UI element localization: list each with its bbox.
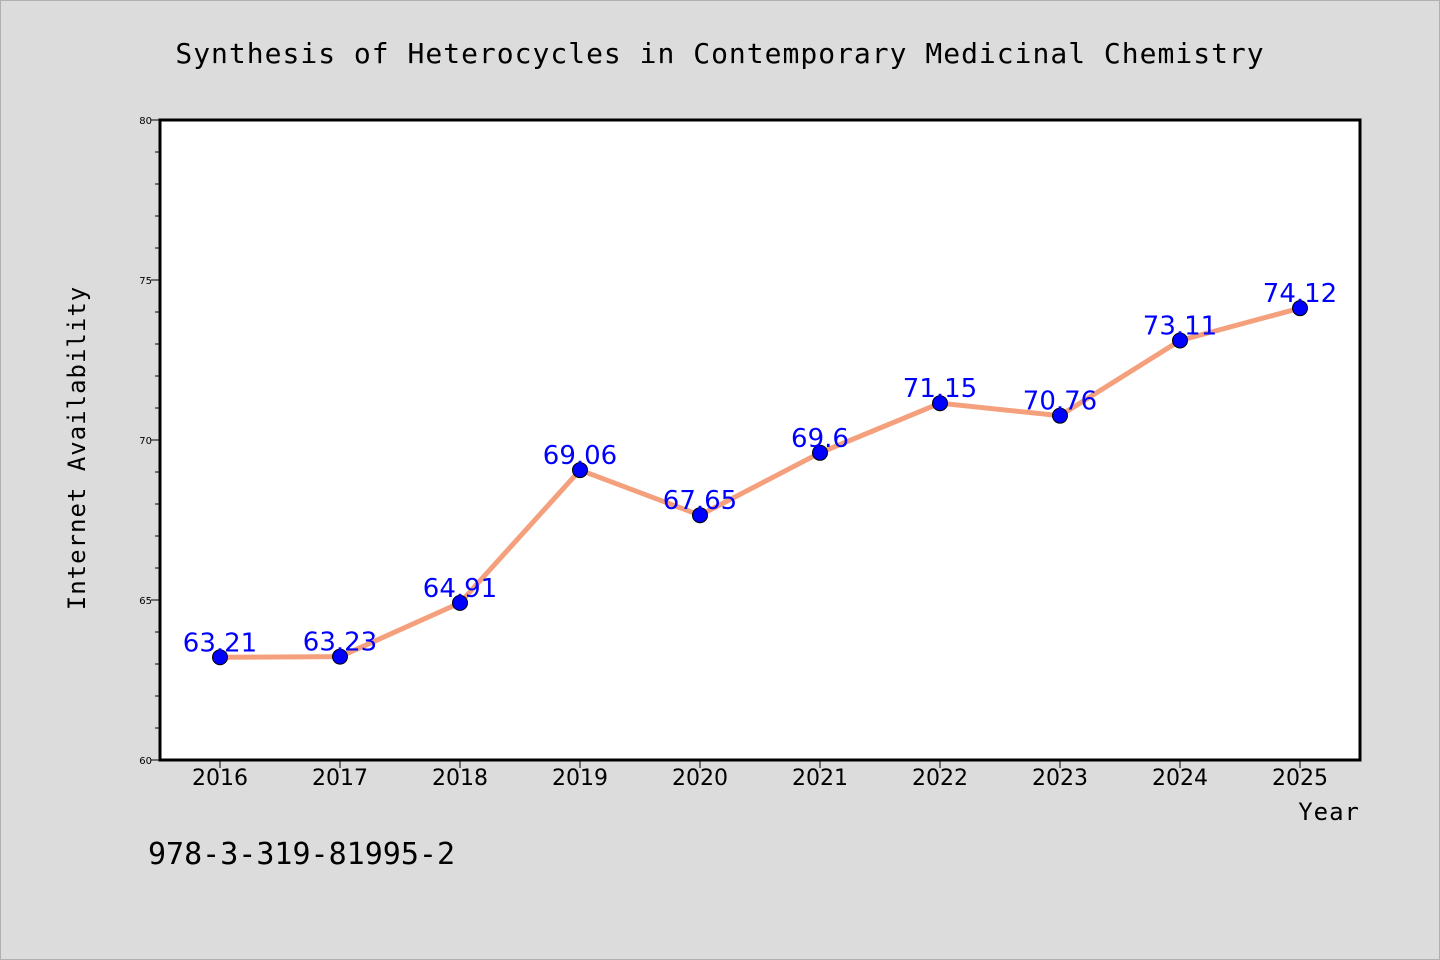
x-tick-label: 2018 — [432, 766, 488, 791]
x-tick-label: 2017 — [312, 766, 368, 791]
data-point — [332, 648, 348, 665]
x-tick-label: 2025 — [1272, 766, 1328, 791]
data-label: 71.15 — [903, 374, 977, 404]
data-point — [572, 462, 588, 479]
data-label: 63.21 — [183, 628, 257, 658]
series-line — [217, 305, 1303, 660]
data-label: 69.06 — [543, 441, 617, 471]
x-tick-label: 2024 — [1152, 766, 1208, 791]
isbn-text: 978-3-319-81995-2 — [148, 837, 455, 872]
chart-title: Synthesis of Heterocycles in Contemporar… — [175, 37, 1264, 70]
x-tick-label: 2023 — [1032, 766, 1088, 791]
x-tick-label: 2016 — [192, 766, 248, 791]
y-tick-label: 80 — [139, 116, 152, 127]
plot-area — [158, 118, 1362, 762]
data-point — [692, 507, 708, 524]
x-tick-label: 2020 — [672, 766, 728, 791]
data-label: 63.23 — [303, 628, 377, 658]
data-label: 64.91 — [423, 574, 497, 604]
x-axis: 2016 2017 2018 2019 2020 2021 2022 2023 2024 2025 — [192, 760, 1328, 791]
data-point — [1052, 407, 1068, 424]
data-point — [1172, 332, 1188, 349]
data-label: 67.65 — [663, 486, 737, 516]
x-tick-label: 2019 — [552, 766, 608, 791]
y-tick-label: 60 — [139, 756, 152, 767]
y-axis-label: Internet Availability — [63, 286, 91, 610]
data-point — [1292, 300, 1308, 317]
y-tick-label: 70 — [139, 436, 152, 447]
data-point — [932, 395, 948, 412]
data-label: 70.76 — [1023, 387, 1097, 417]
x-axis-label: Year — [1298, 798, 1360, 826]
x-tick-label: 2022 — [912, 766, 968, 791]
x-tick-label: 2021 — [792, 766, 848, 791]
y-axis: 60 65 70 75 80 — [139, 116, 160, 767]
data-point — [452, 594, 468, 611]
series-group: 63.21 63.23 64.91 69.06 67.65 69.6 71.15 70.76 7… — [183, 279, 1337, 666]
data-label: 73.11 — [1143, 311, 1217, 341]
data-point — [812, 444, 828, 461]
y-tick-label: 65 — [139, 596, 152, 607]
data-point — [212, 649, 228, 666]
data-label: 74.12 — [1263, 279, 1337, 309]
data-label: 69.6 — [791, 424, 849, 454]
y-tick-label: 75 — [139, 276, 152, 287]
